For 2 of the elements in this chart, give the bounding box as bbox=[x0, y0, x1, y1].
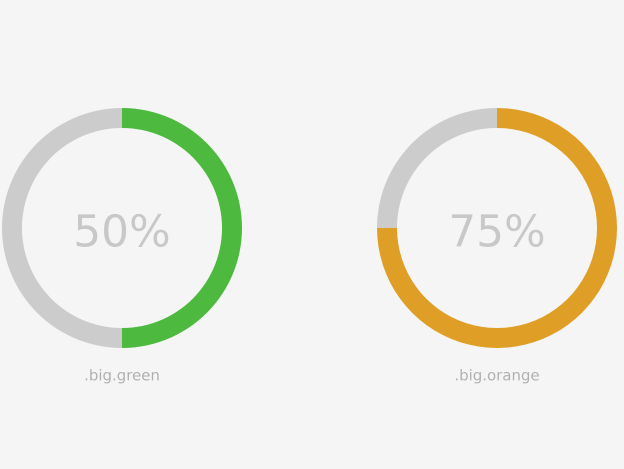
text: .big.orange bbox=[456, 368, 539, 384]
text: .big.green bbox=[86, 368, 159, 384]
